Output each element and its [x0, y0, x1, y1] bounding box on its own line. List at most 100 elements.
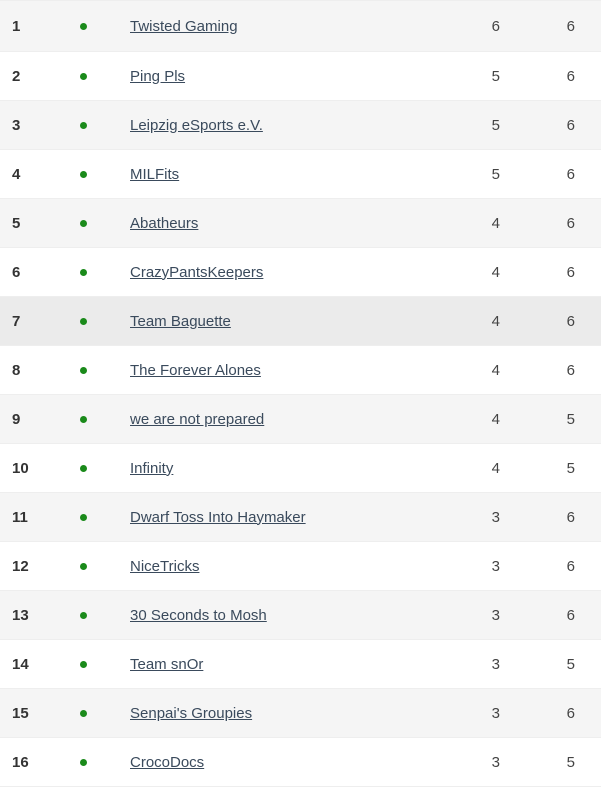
rank-cell: 15 [0, 688, 72, 738]
value-a-cell: 3 [408, 737, 500, 787]
team-link[interactable]: Dwarf Toss Into Haymaker [130, 508, 306, 526]
status-cell [72, 541, 130, 591]
team-cell: Team snOr [130, 639, 408, 689]
value-b-cell: 6 [500, 296, 601, 346]
status-cell [72, 51, 130, 101]
status-dot-icon [80, 563, 87, 571]
table-row: 9 we are not prepared 4 5 [0, 394, 601, 444]
status-cell [72, 688, 130, 738]
value-a-cell: 5 [408, 100, 500, 150]
status-dot-icon [80, 661, 87, 669]
table-row: 6 CrazyPantsKeepers 4 6 [0, 247, 601, 297]
status-dot-icon [80, 23, 87, 31]
value-b-cell: 6 [500, 590, 601, 640]
team-link[interactable]: CrocoDocs [130, 753, 205, 771]
value-a-cell: 3 [408, 639, 500, 689]
value-a-cell: 3 [408, 590, 500, 640]
team-cell: Ping Pls [130, 51, 408, 101]
status-dot-icon [80, 318, 87, 326]
status-dot-icon [80, 710, 87, 718]
value-b-cell: 6 [500, 149, 601, 199]
table-row: 4 MILFits 5 6 [0, 149, 601, 199]
value-a-cell: 4 [408, 198, 500, 248]
rank-cell: 8 [0, 345, 72, 395]
table-row: 5 Abatheurs 4 6 [0, 198, 601, 248]
value-b-cell: 5 [500, 443, 601, 493]
status-cell [72, 247, 130, 297]
team-cell: MILFits [130, 149, 408, 199]
team-link[interactable]: Abatheurs [130, 214, 199, 232]
rank-cell: 11 [0, 492, 72, 542]
rank-cell: 12 [0, 541, 72, 591]
team-link[interactable]: MILFits [130, 165, 180, 183]
rank-cell: 2 [0, 51, 72, 101]
team-link[interactable]: Team Baguette [130, 312, 231, 330]
status-cell [72, 345, 130, 395]
status-cell [72, 394, 130, 444]
team-link[interactable]: NiceTricks [130, 557, 200, 575]
rank-cell: 13 [0, 590, 72, 640]
table-row: 3 Leipzig eSports e.V. 5 6 [0, 100, 601, 150]
team-link[interactable]: Leipzig eSports e.V. [130, 116, 263, 134]
rank-cell: 1 [0, 0, 72, 52]
team-link[interactable]: 30 Seconds to Mosh [130, 606, 267, 624]
table-row-hovered: 7 Team Baguette 4 6 [0, 296, 601, 346]
status-cell [72, 0, 130, 52]
status-dot-icon [80, 465, 87, 473]
status-cell [72, 198, 130, 248]
team-link[interactable]: we are not prepared [130, 410, 265, 428]
status-dot-icon [80, 367, 87, 375]
team-link[interactable]: Senpai's Groupies [130, 704, 253, 722]
team-link[interactable]: Ping Pls [130, 67, 186, 85]
value-b-cell: 6 [500, 247, 601, 297]
team-link[interactable]: Infinity [130, 459, 174, 477]
team-cell: NiceTricks [130, 541, 408, 591]
status-dot-icon [80, 220, 87, 228]
status-cell [72, 443, 130, 493]
status-cell [72, 590, 130, 640]
value-b-cell: 6 [500, 51, 601, 101]
rank-cell: 9 [0, 394, 72, 444]
team-cell: Team Baguette [130, 296, 408, 346]
value-b-cell: 5 [500, 737, 601, 787]
value-b-cell: 6 [500, 492, 601, 542]
team-link[interactable]: Twisted Gaming [130, 17, 238, 35]
team-link[interactable]: CrazyPantsKeepers [130, 263, 264, 281]
team-cell: Abatheurs [130, 198, 408, 248]
value-a-cell: 4 [408, 345, 500, 395]
value-b-cell: 6 [500, 541, 601, 591]
team-link[interactable]: Team snOr [130, 655, 204, 673]
value-b-cell: 6 [500, 345, 601, 395]
value-b-cell: 6 [500, 100, 601, 150]
status-dot-icon [80, 416, 87, 424]
status-dot-icon [80, 612, 87, 620]
value-b-cell: 6 [500, 688, 601, 738]
table-row: 16 CrocoDocs 3 5 [0, 737, 601, 787]
status-dot-icon [80, 73, 87, 81]
value-a-cell: 4 [408, 247, 500, 297]
value-a-cell: 4 [408, 394, 500, 444]
rank-cell: 16 [0, 737, 72, 787]
team-cell: Twisted Gaming [130, 0, 408, 52]
value-a-cell: 5 [408, 149, 500, 199]
status-cell [72, 296, 130, 346]
team-cell: Leipzig eSports e.V. [130, 100, 408, 150]
value-b-cell: 6 [500, 198, 601, 248]
status-cell [72, 639, 130, 689]
team-cell: CrazyPantsKeepers [130, 247, 408, 297]
value-a-cell: 6 [408, 0, 500, 52]
value-a-cell: 4 [408, 296, 500, 346]
value-b-cell: 6 [500, 0, 601, 52]
rank-cell: 7 [0, 296, 72, 346]
team-link[interactable]: The Forever Alones [130, 361, 261, 379]
rank-cell: 3 [0, 100, 72, 150]
value-a-cell: 4 [408, 443, 500, 493]
team-cell: Senpai's Groupies [130, 688, 408, 738]
team-cell: we are not prepared [130, 394, 408, 444]
team-cell: Dwarf Toss Into Haymaker [130, 492, 408, 542]
team-cell: 30 Seconds to Mosh [130, 590, 408, 640]
table-row: 14 Team snOr 3 5 [0, 639, 601, 689]
value-a-cell: 5 [408, 51, 500, 101]
